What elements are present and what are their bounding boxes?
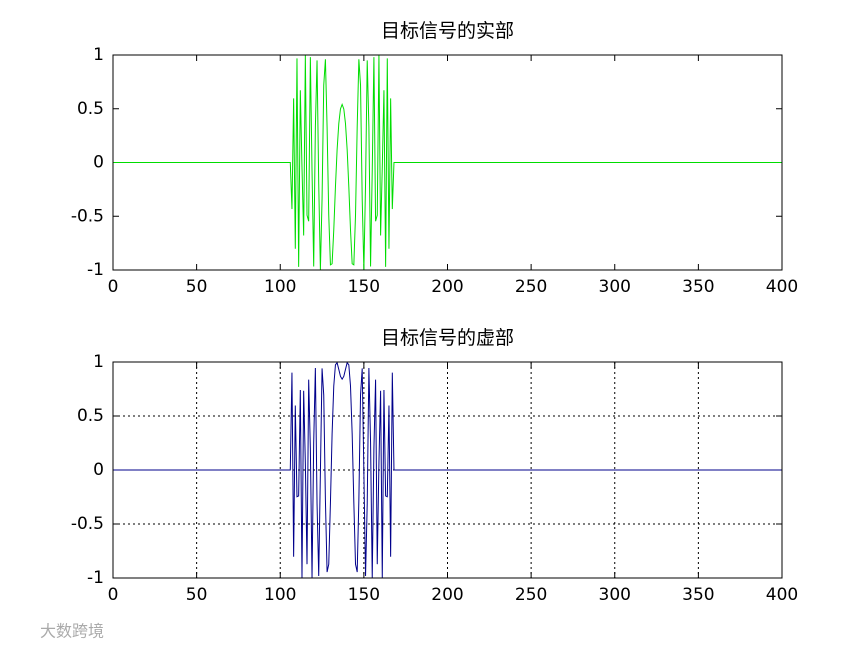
y-tick-label: -0.5 xyxy=(71,206,104,226)
x-tick-label: 300 xyxy=(599,277,631,297)
signal-line xyxy=(113,55,782,271)
chart-title: 目标信号的虚部 xyxy=(381,327,514,349)
x-tick-label: 150 xyxy=(348,585,380,605)
x-tick-label: 400 xyxy=(766,585,798,605)
y-tick-label: 0.5 xyxy=(77,99,104,119)
x-tick-label: 0 xyxy=(108,585,119,605)
y-tick-label: -1 xyxy=(87,568,104,588)
x-tick-label: 200 xyxy=(431,585,463,605)
x-tick-label: 100 xyxy=(264,585,296,605)
y-tick-label: 0.5 xyxy=(77,406,104,426)
x-tick-label: 250 xyxy=(515,277,547,297)
y-tick-label: -0.5 xyxy=(71,514,104,534)
x-tick-label: 200 xyxy=(431,277,463,297)
x-tick-label: 400 xyxy=(766,277,798,297)
axes-box xyxy=(112,54,783,271)
x-tick-label: 300 xyxy=(599,585,631,605)
y-tick-label: 0 xyxy=(93,460,104,480)
watermark: 大数跨境 xyxy=(40,622,104,641)
y-tick-label: -1 xyxy=(87,260,104,280)
y-tick-label: 1 xyxy=(93,45,104,65)
signal-line xyxy=(113,361,782,578)
x-tick-label: 100 xyxy=(264,277,296,297)
x-tick-label: 50 xyxy=(186,585,208,605)
y-tick-label: 0 xyxy=(93,153,104,173)
x-tick-label: 250 xyxy=(515,585,547,605)
x-tick-label: 0 xyxy=(108,277,119,297)
x-tick-label: 150 xyxy=(348,277,380,297)
y-tick-label: 1 xyxy=(93,352,104,372)
x-tick-label: 50 xyxy=(186,277,208,297)
x-tick-label: 350 xyxy=(682,277,714,297)
chart-title: 目标信号的实部 xyxy=(381,20,514,42)
x-tick-label: 350 xyxy=(682,585,714,605)
axes-box xyxy=(112,361,783,579)
